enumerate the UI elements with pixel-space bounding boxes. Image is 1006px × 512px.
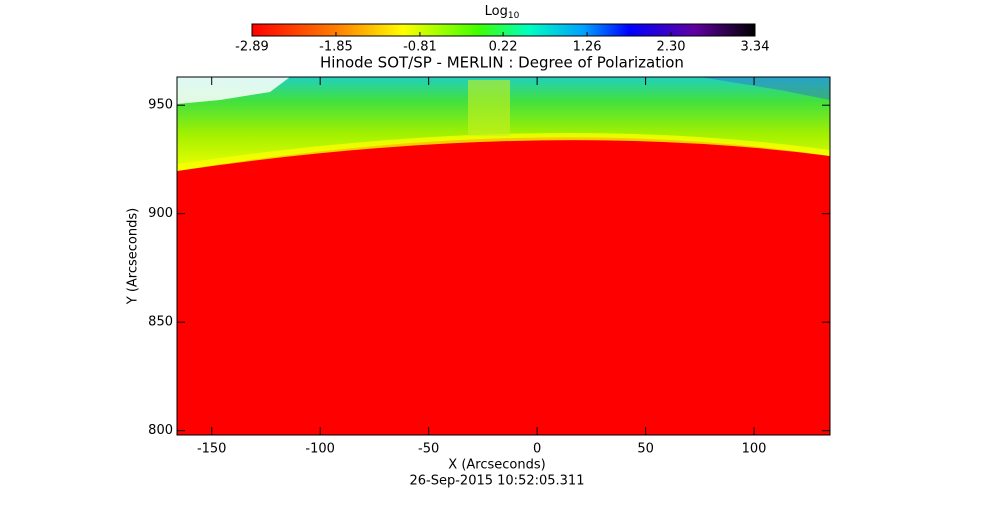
colorbar-tick-label: 0.22 bbox=[489, 40, 518, 55]
y-tick-label: 950 bbox=[148, 98, 173, 113]
colorbar-tick-label: 2.30 bbox=[657, 40, 686, 55]
x-tick-label: -150 bbox=[197, 442, 227, 457]
y-axis-label: Y (Arcseconds) bbox=[126, 208, 141, 305]
x-tick-label: -50 bbox=[418, 442, 439, 457]
x-tick-label: 100 bbox=[742, 442, 767, 457]
y-tick-label: 800 bbox=[148, 423, 173, 438]
x-tick-label: 50 bbox=[637, 442, 654, 457]
x-tick-label: 0 bbox=[533, 442, 541, 457]
colorbar-tick-label: -1.85 bbox=[319, 40, 353, 55]
colorbar-label: Log10 bbox=[485, 4, 520, 21]
y-tick-label: 900 bbox=[148, 206, 173, 221]
x-axis-label: X (Arcseconds) bbox=[448, 458, 545, 473]
date-label: 26-Sep-2015 10:52:05.311 bbox=[410, 474, 585, 489]
x-tick-label: -100 bbox=[305, 442, 335, 457]
plot-frame bbox=[176, 76, 831, 436]
colorbar-tick-label: -0.81 bbox=[403, 40, 437, 55]
colorbar-tick-label: 3.34 bbox=[741, 40, 770, 55]
y-tick-label: 850 bbox=[148, 315, 173, 330]
colorbar-tick-label: -2.89 bbox=[235, 40, 269, 55]
colorbar-tick-label: 1.26 bbox=[573, 40, 602, 55]
chart-title: Hinode SOT/SP - MERLIN : Degree of Polar… bbox=[320, 54, 684, 72]
image bbox=[177, 77, 830, 435]
